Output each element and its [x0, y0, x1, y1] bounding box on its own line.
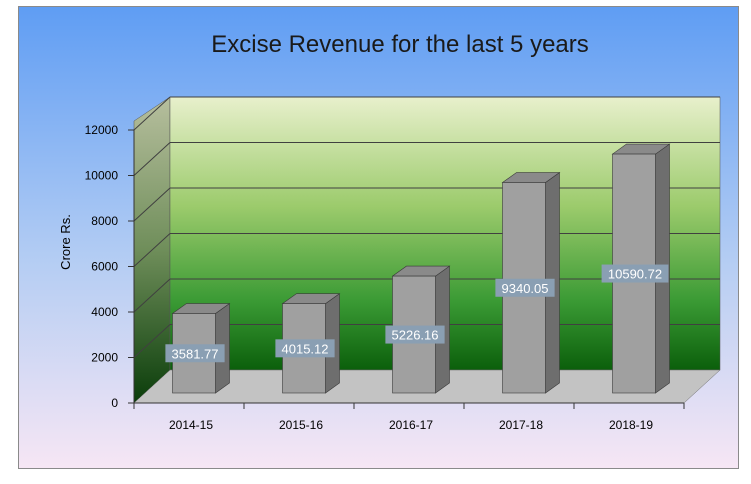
data-label-box	[601, 264, 669, 283]
side-gridline	[133, 96, 171, 131]
side-gridline	[133, 233, 171, 267]
y-tick-label: 0	[111, 396, 118, 410]
bars: 3581.77 4015.12 5226.16 9340.05 10590.72	[165, 143, 671, 394]
x-tick-label: 2016-17	[389, 418, 433, 432]
side-gridline	[133, 142, 171, 176]
data-label: 5226.16	[392, 328, 439, 343]
data-label: 10590.72	[608, 267, 662, 282]
side-gridline	[133, 187, 171, 222]
y-tick-label: 10000	[85, 169, 119, 183]
data-label: 3581.77	[172, 346, 219, 361]
y-axis-ticks: 0 2000 4000 6000 8000 10000 12000	[85, 123, 135, 410]
x-tick-label: 2014-15	[169, 418, 213, 432]
bar: 10590.72	[601, 143, 671, 394]
data-label-box	[165, 344, 225, 363]
x-tick-label: 2017-18	[499, 418, 543, 432]
data-label-box	[385, 325, 445, 344]
y-tick-label: 2000	[91, 351, 118, 365]
x-axis-ticks: 2014-15 2015-16 2016-17 2017-18 2018-19	[133, 402, 685, 432]
bar: 3581.77	[165, 302, 231, 394]
bar: 4015.12	[275, 293, 341, 394]
chart-title: Excise Revenue for the last 5 years	[211, 31, 589, 58]
side-gridline	[133, 278, 171, 313]
y-tick-label: 12000	[85, 123, 119, 137]
data-label-box	[495, 278, 555, 297]
data-label: 4015.12	[282, 341, 329, 356]
data-label-box	[275, 339, 335, 358]
y-tick-label: 8000	[91, 214, 118, 228]
y-tick-label: 6000	[91, 260, 118, 274]
y-axis-label: Crore Rs.	[58, 214, 73, 270]
x-tick-label: 2015-16	[279, 418, 323, 432]
x-tick-label: 2018-19	[609, 418, 653, 432]
chart-frame	[18, 6, 739, 469]
data-label: 9340.05	[502, 281, 549, 296]
bar: 5226.16	[385, 265, 451, 394]
side-gridline	[133, 324, 171, 358]
bar: 9340.05	[495, 171, 561, 394]
y-tick-label: 4000	[91, 305, 118, 319]
